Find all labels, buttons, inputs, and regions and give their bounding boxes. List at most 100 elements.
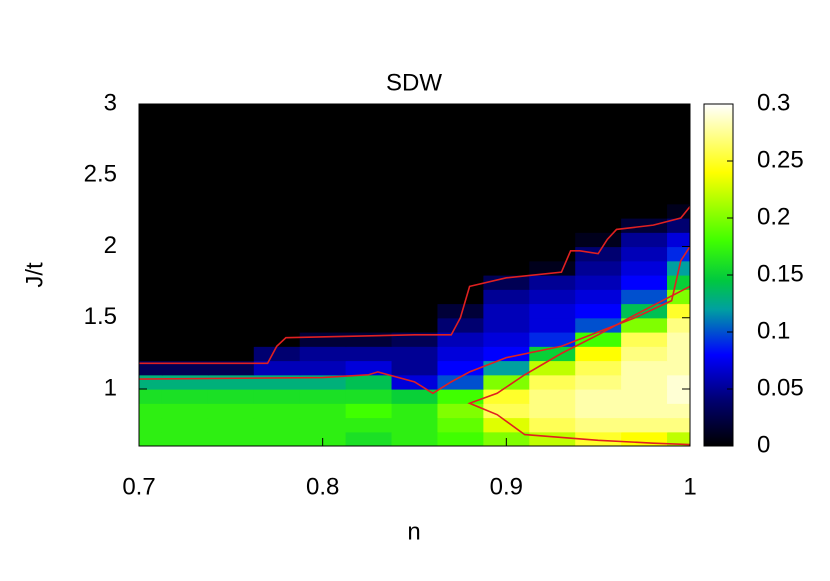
heat-cell [667, 389, 690, 404]
heat-cell [253, 232, 301, 248]
heat-cell [437, 218, 484, 233]
heat-cell [621, 203, 668, 219]
heat-cell [253, 431, 301, 446]
heat-cell [575, 346, 622, 362]
heat-cell [391, 360, 439, 376]
heat-cell [575, 417, 622, 433]
x-tick-label: 0.7 [122, 473, 155, 500]
colorbar-tick-label: 0.15 [757, 260, 804, 287]
heat-cell [161, 303, 209, 319]
heat-cell [345, 118, 393, 134]
heat-cell [299, 360, 347, 376]
heat-cell [575, 403, 622, 419]
heat-cell [621, 175, 668, 191]
heatmap [139, 104, 690, 446]
heat-cell [621, 260, 668, 276]
heat-cell [139, 403, 163, 419]
contour-line [139, 206, 690, 365]
heat-cell [345, 161, 393, 176]
heat-cell [621, 104, 668, 119]
heat-cell [575, 303, 622, 319]
heat-cell [299, 417, 347, 433]
heat-cell [139, 332, 163, 347]
contour-line [139, 246, 690, 395]
heat-cell [575, 175, 622, 191]
heat-cell [345, 346, 393, 362]
heat-cell [483, 403, 530, 419]
heat-cell [299, 218, 347, 233]
heat-cell [299, 289, 347, 305]
heat-cell [207, 275, 255, 290]
heat-cell [253, 175, 301, 191]
heat-cell [207, 431, 255, 446]
heat-cell [345, 104, 393, 119]
colorbar-tick-label: 0.3 [757, 89, 790, 116]
heat-cell [391, 161, 439, 176]
heat-cell [483, 218, 530, 233]
heat-cell [437, 161, 484, 176]
heat-cell [345, 431, 393, 446]
heat-cell [667, 246, 690, 262]
heat-cell [253, 118, 301, 134]
heat-cell [161, 403, 209, 419]
y-tick-label: 2.5 [84, 161, 117, 188]
heat-cell [253, 360, 301, 376]
heat-cell [529, 332, 576, 347]
heat-cell [437, 389, 484, 404]
heat-cell [139, 417, 163, 433]
heat-cell [575, 203, 622, 219]
heat-cell [621, 132, 668, 148]
heat-cell [667, 346, 690, 362]
heat-cell [139, 203, 163, 219]
heat-cell [621, 374, 668, 390]
heat-cell [207, 161, 255, 176]
heat-cell [483, 232, 530, 248]
heat-cell [483, 132, 530, 148]
heat-cell [139, 289, 163, 305]
heat-cell [437, 118, 484, 134]
heat-cell [207, 360, 255, 376]
heat-cell [483, 175, 530, 191]
heat-cell [529, 374, 576, 390]
heat-cell [621, 431, 668, 446]
heat-cell [667, 161, 690, 176]
heat-cell [161, 175, 209, 191]
heat-cell [207, 132, 255, 148]
heat-cell [529, 317, 576, 333]
heat-cell [529, 118, 576, 134]
heat-cell [391, 146, 439, 162]
y-tick-label: 1 [104, 374, 117, 401]
heat-cell [621, 146, 668, 162]
heat-cell [621, 389, 668, 404]
heat-cell [621, 118, 668, 134]
heat-cell [391, 175, 439, 191]
heat-cell [391, 389, 439, 404]
x-tick-label: 1 [683, 473, 696, 500]
heat-cell [161, 104, 209, 119]
heat-cell [621, 275, 668, 290]
heat-cell [575, 146, 622, 162]
heat-cell [667, 175, 690, 191]
heat-cell [345, 374, 393, 390]
heat-cell [391, 303, 439, 319]
heat-cell [299, 161, 347, 176]
heat-cell [345, 203, 393, 219]
heat-cell [437, 203, 484, 219]
heat-cell [529, 389, 576, 404]
heat-cell [299, 346, 347, 362]
heat-cell [253, 189, 301, 205]
heat-cell [161, 389, 209, 404]
heat-cell [161, 332, 209, 347]
heat-cell [139, 189, 163, 205]
heat-cell [253, 389, 301, 404]
heat-cell [667, 146, 690, 162]
heat-cell [161, 431, 209, 446]
heat-cell [529, 132, 576, 148]
heat-cell [161, 132, 209, 148]
heat-cell [437, 175, 484, 191]
heat-cell [529, 104, 576, 119]
heat-cell [575, 232, 622, 248]
heat-cell [161, 275, 209, 290]
heat-cell [621, 360, 668, 376]
heat-cell [161, 203, 209, 219]
